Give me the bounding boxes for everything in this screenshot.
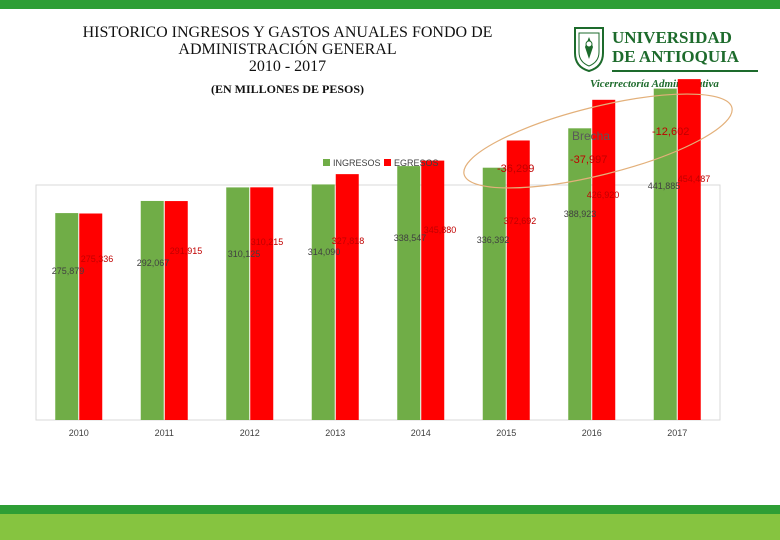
- title-line-3: 2010 - 2017: [248, 58, 327, 75]
- legend-swatch-ingresos: [323, 159, 330, 166]
- label-ingresos-2010: 275,879: [52, 266, 85, 276]
- bar-egresos-2014: [421, 160, 445, 420]
- bar-ingresos-2017: [653, 88, 677, 421]
- title-line-2: ADMINISTRACIÓN GENERAL: [178, 41, 397, 58]
- bar-egresos-2011: [164, 201, 188, 420]
- label-ingresos-2017: 441,885: [648, 181, 681, 191]
- plot-area: [35, 184, 721, 421]
- title-line-1: HISTORICO INGRESOS Y GASTOS ANUALES FOND…: [82, 24, 493, 41]
- legend-label-egresos: EGRESOS: [394, 158, 439, 168]
- label-ingresos-2011: 292,067: [137, 258, 170, 268]
- x-tick-2016: 2016: [582, 428, 602, 438]
- label-egresos-2014: 345,880: [424, 225, 457, 235]
- brecha-ellipse: [463, 93, 733, 189]
- brecha-value-3: -12,602: [652, 126, 689, 138]
- brecha-annotation: Brecha -36,299 -37,997 -12,602: [463, 93, 733, 189]
- university-name: UNIVERSIDAD DE ANTIOQUIA: [612, 28, 739, 66]
- label-ingresos-2013: 314,090: [308, 247, 341, 257]
- label-ingresos-2015: 336,392: [477, 235, 510, 245]
- bar-ingresos-2016: [568, 128, 592, 421]
- legend-label-ingresos: INGRESOS: [333, 158, 381, 168]
- bottom-brand-stripe-dark: [0, 505, 780, 514]
- label-egresos-2013: 327,818: [332, 236, 365, 246]
- brecha-value-2: -37,997: [570, 154, 607, 166]
- label-egresos-2011: 291,915: [170, 246, 203, 256]
- bar-egresos-2013: [335, 174, 359, 420]
- legend-swatch-egresos: [384, 159, 391, 166]
- page-title: HISTORICO INGRESOS Y GASTOS ANUALES FOND…: [30, 24, 545, 75]
- label-ingresos-2014: 338,547: [394, 233, 427, 243]
- x-tick-2010: 2010: [69, 428, 89, 438]
- label-egresos-2016: 426,920: [587, 190, 620, 200]
- units-subtitle: (EN MILLONES DE PESOS): [210, 82, 365, 96]
- university-name-line-1: UNIVERSIDAD: [612, 28, 732, 47]
- bar-egresos-2017: [677, 79, 701, 420]
- university-name-line-2: DE ANTIOQUIA: [612, 47, 740, 66]
- bar-ingresos-2012: [226, 187, 250, 420]
- bar-egresos-2012: [250, 187, 274, 420]
- brecha-value-1: -36,299: [497, 163, 534, 175]
- x-tick-2014: 2014: [411, 428, 431, 438]
- x-tick-2015: 2015: [496, 428, 516, 438]
- bottom-brand-stripe-light: [0, 514, 780, 540]
- label-egresos-2012: 310,215: [251, 237, 284, 247]
- bar-ingresos-2014: [397, 166, 421, 420]
- x-tick-2013: 2013: [325, 428, 345, 438]
- label-egresos-2015: 372,692: [504, 216, 537, 226]
- x-tick-2012: 2012: [240, 428, 260, 438]
- bar-egresos-2016: [592, 99, 616, 420]
- label-ingresos-2012: 310,125: [228, 249, 261, 259]
- bar-egresos-2015: [506, 140, 530, 420]
- bar-ingresos-2015: [482, 167, 506, 420]
- label-egresos-2010: 275,336: [81, 254, 114, 264]
- label-egresos-2017: 454,487: [678, 174, 711, 184]
- chart-legend: INGRESOS EGRESOS: [323, 158, 439, 168]
- bar-egresos-2010: [79, 213, 103, 420]
- logo-divider: [612, 70, 758, 72]
- label-ingresos-2016: 388,923: [564, 209, 597, 219]
- brecha-label: Brecha: [572, 129, 610, 143]
- bar-ingresos-2011: [140, 200, 164, 420]
- bar-ingresos-2010: [55, 213, 79, 420]
- bar-ingresos-2013: [311, 184, 335, 420]
- x-tick-2017: 2017: [667, 428, 687, 438]
- university-seal-icon: [574, 27, 604, 73]
- top-brand-stripe: [0, 0, 780, 9]
- x-tick-2011: 2011: [155, 428, 174, 438]
